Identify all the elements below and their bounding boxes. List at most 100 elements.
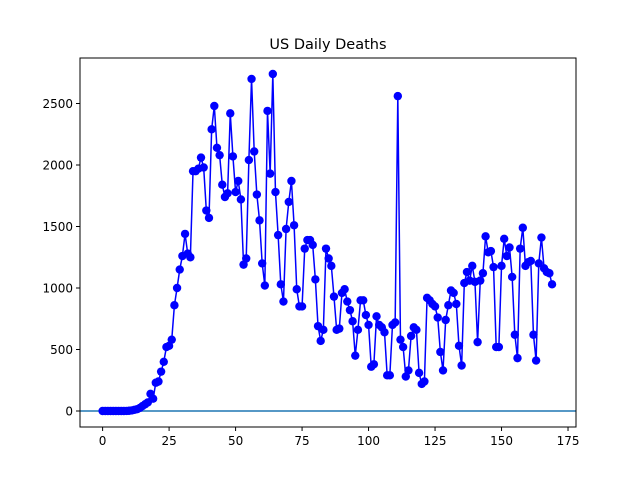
data-point: [228, 152, 238, 161]
data-point: [215, 150, 224, 160]
data-point: [380, 328, 389, 337]
data-point: [369, 360, 379, 369]
data-point: [462, 267, 472, 277]
data-point: [404, 366, 413, 375]
data-point: [537, 233, 546, 242]
data-point: [297, 302, 307, 311]
x-tick-label: 0: [99, 434, 107, 448]
data-point: [327, 261, 336, 271]
data-point: [226, 109, 235, 118]
data-point: [441, 315, 450, 325]
data-point: [170, 301, 179, 310]
x-tick-label: 175: [557, 434, 580, 448]
data-point: [406, 331, 416, 341]
data-point: [186, 253, 195, 262]
data-point: [361, 310, 371, 320]
data-point: [250, 147, 259, 156]
data-point: [505, 243, 514, 252]
data-point: [263, 106, 272, 116]
data-point: [223, 189, 232, 198]
data-point: [279, 297, 288, 306]
data-point: [247, 74, 256, 84]
data-point: [154, 377, 163, 386]
data-point: [210, 101, 219, 111]
data-point: [468, 261, 477, 271]
data-point: [300, 244, 309, 253]
data-point: [526, 256, 535, 266]
data-point: [433, 313, 442, 322]
data-point: [287, 176, 296, 186]
data-point: [494, 342, 504, 352]
data-point: [343, 297, 352, 306]
y-tick-label: 2500: [42, 97, 73, 111]
data-point: [172, 283, 182, 293]
data-point: [236, 195, 246, 204]
data-point: [430, 302, 440, 311]
data-point: [353, 325, 363, 335]
x-tick-label: 50: [228, 434, 243, 448]
x-tick-label: 125: [424, 434, 447, 448]
data-point: [420, 377, 429, 386]
data-point: [199, 163, 208, 172]
x-tick-label: 150: [490, 434, 513, 448]
data-point: [308, 240, 317, 250]
data-point: [414, 368, 424, 378]
data-point: [273, 230, 283, 240]
y-tick-label: 500: [50, 343, 73, 357]
y-tick-label: 0: [65, 405, 73, 419]
data-point: [234, 176, 243, 186]
data-point: [385, 371, 395, 380]
data-point: [255, 216, 264, 225]
data-point: [329, 292, 339, 301]
data-point: [547, 280, 557, 289]
data-point: [359, 296, 368, 305]
data-point: [265, 169, 275, 178]
data-point: [252, 190, 262, 199]
y-tick-label: 1500: [42, 220, 73, 234]
data-point: [515, 244, 525, 253]
data-point: [476, 276, 485, 285]
data-point: [436, 347, 445, 357]
data-point: [345, 305, 355, 315]
data-point: [481, 232, 490, 241]
data-point: [180, 229, 190, 239]
data-point: [452, 299, 461, 309]
data-point: [449, 288, 458, 298]
data-point: [534, 259, 543, 268]
data-point: [260, 281, 270, 290]
data-point: [271, 187, 280, 197]
chart-title: US Daily Deaths: [269, 37, 386, 53]
data-point: [412, 325, 421, 335]
data-point: [351, 351, 360, 360]
data-point: [335, 324, 344, 333]
data-point: [159, 357, 168, 367]
data-point: [148, 394, 158, 403]
data-point: [321, 244, 331, 253]
data-point: [311, 275, 320, 284]
data-point: [364, 320, 373, 330]
data-point: [529, 330, 538, 339]
y-axis: 0 500 1000 1500 2000 2500: [42, 97, 80, 419]
axes-frame: [79, 57, 577, 428]
data-point: [268, 69, 278, 79]
data-point: [499, 234, 509, 244]
y-tick-label: 2000: [42, 159, 73, 173]
data-point: [207, 125, 216, 134]
data-point: [348, 317, 357, 326]
data-point: [319, 325, 328, 335]
data-point: [340, 285, 349, 294]
data-point: [289, 221, 299, 230]
data-point: [204, 213, 214, 223]
data-point: [218, 180, 227, 189]
data-point: [438, 366, 448, 375]
series-group: [98, 69, 557, 416]
data-point: [531, 356, 541, 365]
data-point: [398, 342, 408, 352]
data-point: [507, 272, 517, 282]
data-point: [231, 187, 240, 197]
data-point: [212, 143, 222, 152]
data-point: [390, 318, 400, 327]
y-tick-label: 1000: [42, 282, 73, 296]
